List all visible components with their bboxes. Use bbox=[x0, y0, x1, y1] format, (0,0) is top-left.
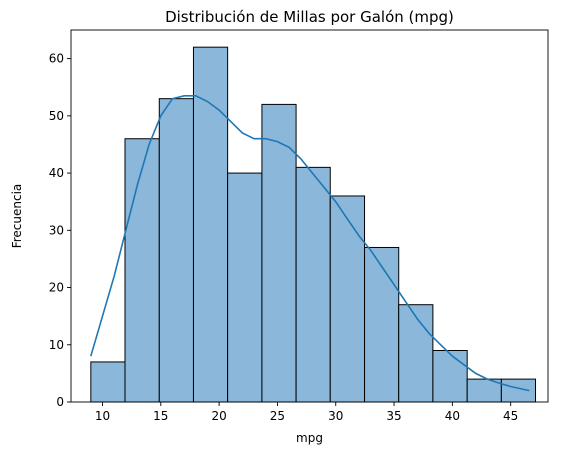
histogram-bar bbox=[90, 361, 126, 403]
chart-title: Distribución de Millas por Galón (mpg) bbox=[165, 8, 454, 26]
y-tick-label: 0 bbox=[56, 395, 64, 409]
x-axis-label: mpg bbox=[296, 431, 323, 445]
y-tick-label: 20 bbox=[49, 281, 64, 295]
histogram-bar bbox=[364, 246, 400, 403]
x-axis-ticks: 10 15 20 25 30 35 40 45 bbox=[95, 402, 518, 423]
y-axis-label: Frecuencia bbox=[10, 184, 24, 249]
y-tick-label: 50 bbox=[49, 109, 64, 123]
x-tick-label: 40 bbox=[445, 409, 460, 423]
histogram-bar bbox=[227, 172, 263, 403]
x-tick-label: 35 bbox=[386, 409, 401, 423]
y-tick-label: 10 bbox=[49, 338, 64, 352]
x-tick-label: 10 bbox=[95, 409, 110, 423]
histogram-bars bbox=[90, 46, 537, 403]
histogram-bar bbox=[500, 378, 537, 403]
y-axis-ticks: 0 10 20 30 40 50 60 bbox=[49, 52, 71, 409]
x-tick-label: 20 bbox=[211, 409, 226, 423]
kde-line bbox=[90, 95, 530, 392]
plot-axes bbox=[70, 29, 549, 403]
x-tick-label: 45 bbox=[503, 409, 518, 423]
histogram-bar bbox=[295, 166, 331, 403]
y-tick-label: 60 bbox=[49, 52, 64, 66]
y-tick-label: 40 bbox=[49, 166, 64, 180]
histogram-bar bbox=[432, 349, 468, 403]
x-tick-label: 25 bbox=[270, 409, 285, 423]
histogram-bar bbox=[192, 46, 229, 403]
y-tick-label: 30 bbox=[49, 223, 64, 237]
x-tick-label: 30 bbox=[328, 409, 343, 423]
histogram-bar bbox=[158, 98, 194, 403]
x-tick-label: 15 bbox=[153, 409, 168, 423]
histogram-bar bbox=[329, 195, 366, 403]
histogram-bar bbox=[124, 138, 160, 403]
plot-frame bbox=[70, 29, 549, 403]
histogram-bar bbox=[261, 103, 297, 403]
histogram-bar bbox=[398, 304, 434, 403]
